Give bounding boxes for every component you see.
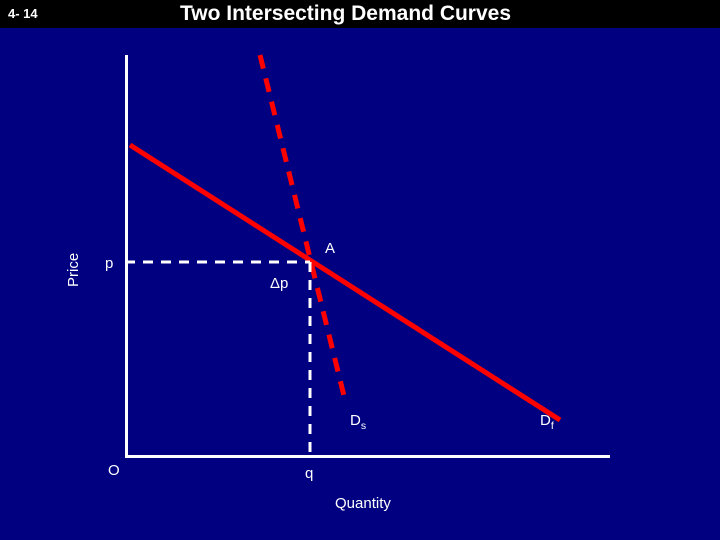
slide: 4- 14 Two Intersecting Demand Curves Pri…: [0, 0, 720, 540]
label-p: p: [105, 255, 113, 272]
demand-curve-steep: [260, 55, 345, 400]
demand-curve-flat: [130, 145, 560, 420]
label-A: A: [325, 240, 335, 257]
label-delta-p: Δp: [270, 275, 288, 292]
label-origin: O: [108, 462, 120, 479]
x-axis-label: Quantity: [335, 495, 391, 512]
label-Df: Df: [540, 412, 554, 432]
y-axis-label: Price: [65, 253, 82, 287]
label-q: q: [305, 465, 313, 482]
label-Ds: Ds: [350, 412, 366, 432]
y-axis: [125, 55, 128, 458]
x-axis: [125, 455, 610, 458]
